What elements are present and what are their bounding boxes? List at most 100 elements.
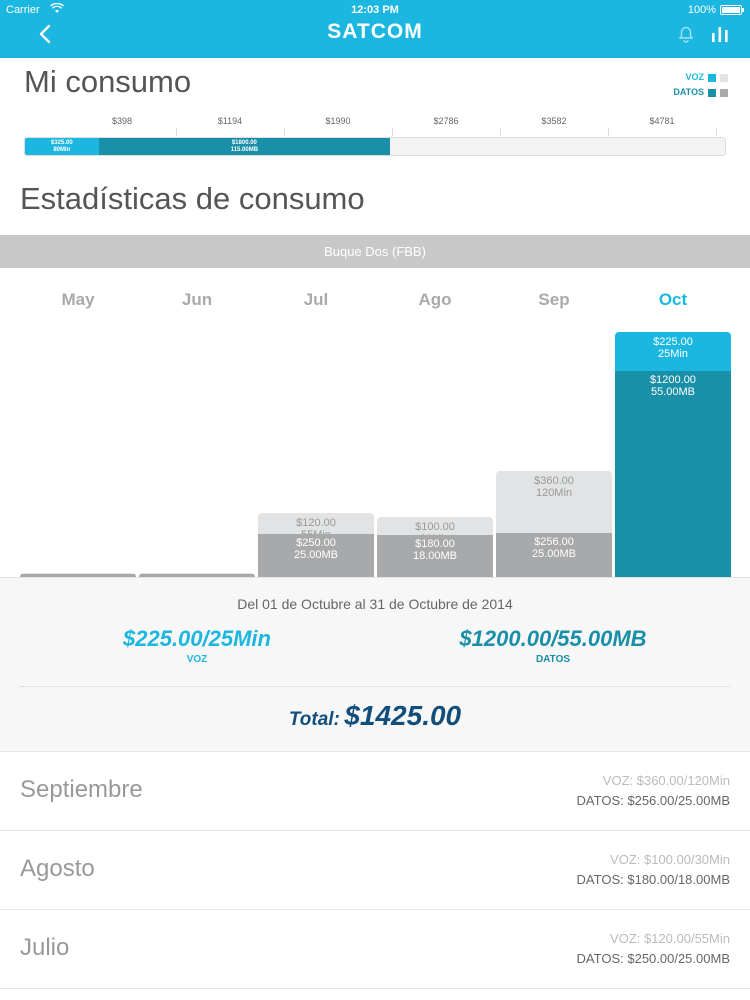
legend-datos-label: DATOS xyxy=(673,87,704,97)
voz-amount-label: $360.00 xyxy=(534,475,574,488)
chart-segment-datos xyxy=(139,574,255,577)
axis-tick-line xyxy=(500,128,501,136)
axis-tick-label: $1194 xyxy=(217,116,243,126)
app-header: Carrier 12:03 PM 100% SATCOM xyxy=(0,0,750,58)
chart-segment-datos: $1200.00 55.00MB xyxy=(615,370,731,577)
period-summary: Del 01 de Octubre al 31 de Octubre de 20… xyxy=(0,577,750,752)
voz-amount-label: $100.00 xyxy=(415,521,455,533)
month-tabs: May Jun Jul Ago Sep Oct xyxy=(20,290,732,312)
status-time: 12:03 PM xyxy=(351,4,399,16)
voz-amount-label: $225.00 xyxy=(653,336,693,348)
chart-segment-datos: $256.00 25.00MB xyxy=(496,533,612,577)
chart-bar-jun[interactable] xyxy=(139,573,255,577)
consumption-bar-voz: $325.00 80Min xyxy=(25,138,99,155)
axis-tick-line xyxy=(176,128,177,136)
total-value: $1425.00 xyxy=(344,700,462,731)
axis-tick-label: $1990 xyxy=(325,116,351,126)
summary-voz-label: VOZ xyxy=(186,654,208,665)
app-title: SATCOM xyxy=(327,20,423,43)
carrier-label: Carrier xyxy=(6,4,40,16)
tab-month-oct[interactable]: Oct xyxy=(658,290,688,309)
battery-percent: 100% xyxy=(687,4,716,16)
chart-segment-datos: $180.00 18.00MB xyxy=(377,535,493,577)
chart-segment-datos: $250.00 25.00MB xyxy=(258,534,374,577)
list-item-month: Septiembre xyxy=(20,776,143,803)
datos-amount-label: $1200.00 xyxy=(650,373,696,386)
legend: VOZ DATOS xyxy=(673,70,728,100)
summary-voz-value: $225.00/25Min xyxy=(123,626,271,651)
bar-chart-icon[interactable] xyxy=(710,24,730,44)
datos-amount-label: $256.00 xyxy=(534,536,574,548)
legend-voz-label: VOZ xyxy=(685,72,704,82)
legend-datos-swatch-inactive xyxy=(720,88,728,97)
legend-voz: VOZ xyxy=(673,70,728,85)
wifi-icon xyxy=(50,2,64,17)
tab-month-may[interactable]: May xyxy=(61,290,95,309)
estadisticas-title: Estadísticas de consumo xyxy=(20,181,365,216)
consumption-bar-datos: $1800.00 115.00MB xyxy=(98,138,391,155)
legend-datos: DATOS xyxy=(673,85,728,100)
axis-tick-label: $3582 xyxy=(541,116,567,126)
summary-datos: $1200.00/55.00MB DATOS xyxy=(448,626,658,665)
consumption-axis: $398 $1194 $1990 $2786 $3582 $4781 xyxy=(24,116,726,138)
summary-voz: $225.00/25Min VOZ xyxy=(97,626,297,665)
axis-tick-label: $4781 xyxy=(649,116,675,126)
datos-amount-label: $250.00 xyxy=(296,537,336,550)
axis-tick-label: $2786 xyxy=(433,116,459,126)
monthly-chart: $120.0055Min$250.0025.00MB$100.0030Min$1… xyxy=(20,320,732,577)
bar-voz-amount: $325.00 xyxy=(51,140,73,146)
datos-units-label: 55.00MB xyxy=(650,385,696,398)
bar-datos-units: 115.00MB xyxy=(230,147,259,153)
legend-voz-swatch xyxy=(708,73,716,82)
summary-total: Total: $1425.00 xyxy=(0,700,750,732)
chart-bar-sep[interactable]: $360.00 120Min $256.00 25.00MB xyxy=(496,471,612,577)
chart-segment-voz: $120.0055Min xyxy=(258,513,374,541)
list-item[interactable]: Julio VOZ: $120.00/55Min DATOS: $250.00/… xyxy=(0,910,750,989)
summary-datos-value: $1200.00/55.00MB xyxy=(459,626,647,651)
list-item-datos: DATOS: $180.00/18.00MB xyxy=(576,872,730,887)
vessel-selector[interactable]: Buque Dos (FBB) xyxy=(0,235,750,268)
axis-tick-line xyxy=(608,128,609,136)
chart-segment-voz: $225.00 25Min xyxy=(615,332,731,371)
voz-amount-label: $120.00 xyxy=(296,517,336,530)
history-list: Septiembre VOZ: $360.00/120Min DATOS: $2… xyxy=(0,752,750,989)
chart-segment-voz: $100.0030Min xyxy=(377,517,493,545)
bell-icon[interactable] xyxy=(676,24,696,44)
list-item-datos: DATOS: $256.00/25.00MB xyxy=(576,793,730,808)
tab-month-jul[interactable]: Jul xyxy=(303,290,329,309)
list-item-voz: VOZ: $360.00/120Min xyxy=(602,773,730,788)
list-item-month: Agosto xyxy=(20,855,95,882)
list-item-voz: VOZ: $100.00/30Min xyxy=(610,852,730,867)
axis-tick-line xyxy=(392,128,393,136)
datos-units-label: 25.00MB xyxy=(531,548,577,560)
list-item-month: Julio xyxy=(20,934,70,961)
chart-bar-oct[interactable]: $225.00 25Min $1200.00 55.00MB xyxy=(615,332,731,577)
chart-segment-datos xyxy=(20,574,136,577)
list-item[interactable]: Septiembre VOZ: $360.00/120Min DATOS: $2… xyxy=(0,752,750,831)
axis-tick-line xyxy=(284,128,285,136)
period-range: Del 01 de Octubre al 31 de Octubre de 20… xyxy=(237,596,513,612)
legend-datos-swatch xyxy=(708,88,716,97)
bar-voz-units: 80Min xyxy=(53,147,71,153)
battery-icon xyxy=(720,5,744,15)
chart-bar-may[interactable] xyxy=(20,573,136,577)
tab-month-ago[interactable]: Ago xyxy=(418,290,452,309)
chevron-left-icon[interactable] xyxy=(34,22,58,46)
status-bar: Carrier 12:03 PM 100% xyxy=(0,0,750,20)
tab-month-jun[interactable]: Jun xyxy=(181,290,213,309)
voz-units-label: 120Min xyxy=(535,487,573,500)
tab-month-sep[interactable]: Sep xyxy=(538,290,570,309)
summary-datos-label: DATOS xyxy=(535,654,571,665)
legend-voz-swatch-inactive xyxy=(720,73,728,82)
bar-datos-amount: $1800.00 xyxy=(231,140,257,146)
list-item[interactable]: Agosto VOZ: $100.00/30Min DATOS: $180.00… xyxy=(0,831,750,910)
total-label: Total: xyxy=(288,709,340,730)
chart-segment-voz: $360.00 120Min xyxy=(496,471,612,533)
axis-tick-line xyxy=(716,128,717,136)
datos-units-label: 18.00MB xyxy=(412,550,458,562)
axis-tick-label: $398 xyxy=(111,116,133,126)
datos-amount-label: $180.00 xyxy=(415,538,455,550)
voz-units-label: 25Min xyxy=(658,348,688,360)
